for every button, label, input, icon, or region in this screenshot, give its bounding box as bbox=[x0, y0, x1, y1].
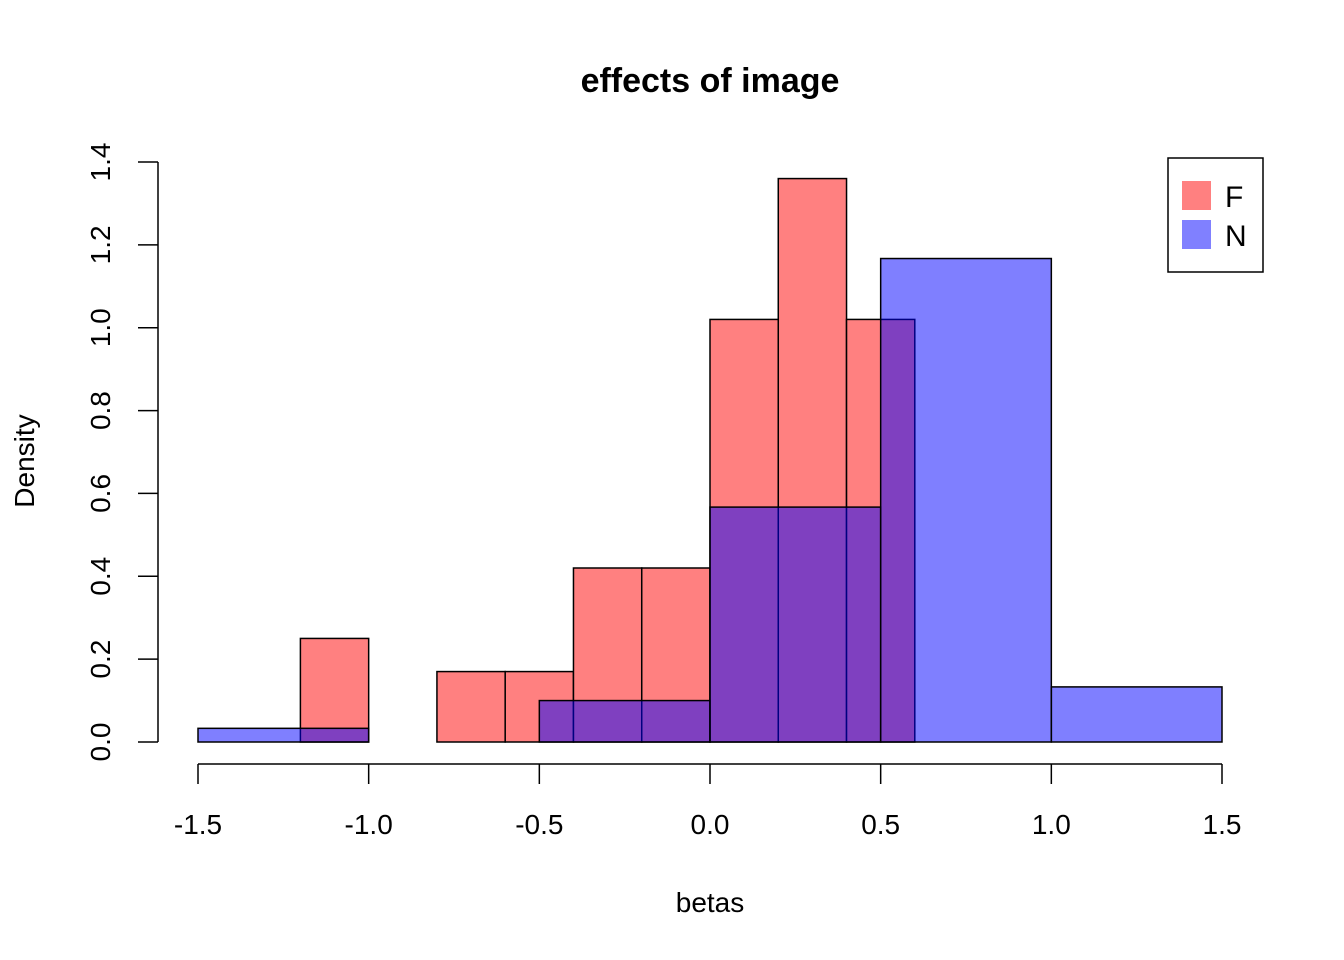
bar-N-2 bbox=[538, 699, 711, 743]
bar-F-2 bbox=[436, 670, 506, 743]
legend-swatch-F bbox=[1182, 181, 1211, 210]
x-axis-label: betas bbox=[676, 887, 745, 918]
y-tick-label: 1.0 bbox=[85, 308, 116, 347]
legend-box bbox=[1167, 157, 1264, 273]
legend: F N bbox=[1167, 157, 1264, 273]
bar-N-4 bbox=[879, 257, 1053, 743]
x-tick-label: -0.5 bbox=[515, 809, 563, 840]
x-tick-label: 0.0 bbox=[691, 809, 730, 840]
bar-N-0 bbox=[197, 727, 370, 743]
chart-title: effects of image bbox=[581, 62, 840, 100]
x-tick-label: 1.5 bbox=[1203, 809, 1242, 840]
series-N-bars bbox=[197, 257, 1223, 743]
legend-swatch-N bbox=[1182, 220, 1211, 249]
legend-label-F: F bbox=[1225, 181, 1243, 214]
x-tick-label: -1.5 bbox=[174, 809, 222, 840]
x-tick-label: -1.0 bbox=[345, 809, 393, 840]
y-tick-label: 0.4 bbox=[85, 557, 116, 596]
x-axis: -1.5 -1.0 -0.5 0.0 0.5 1.0 1.5 bbox=[174, 763, 1242, 840]
y-tick-label: 0.8 bbox=[85, 391, 116, 430]
y-axis: 0.0 0.2 0.4 0.6 0.8 1.0 1.2 1.4 bbox=[85, 143, 159, 762]
bar-F-0 bbox=[299, 637, 370, 743]
bar-N-5 bbox=[1050, 686, 1223, 743]
y-tick-label: 1.4 bbox=[85, 143, 116, 182]
bar-N-3 bbox=[709, 506, 882, 743]
x-tick-label: 1.0 bbox=[1032, 809, 1071, 840]
y-tick-label: 0.6 bbox=[85, 474, 116, 513]
y-axis-label: Density bbox=[9, 414, 40, 507]
y-tick-label: 0.0 bbox=[85, 723, 116, 762]
y-tick-label: 1.2 bbox=[85, 225, 116, 264]
y-tick-label: 0.2 bbox=[85, 640, 116, 679]
x-tick-label: 0.5 bbox=[861, 809, 900, 840]
legend-label-N: N bbox=[1225, 220, 1247, 253]
